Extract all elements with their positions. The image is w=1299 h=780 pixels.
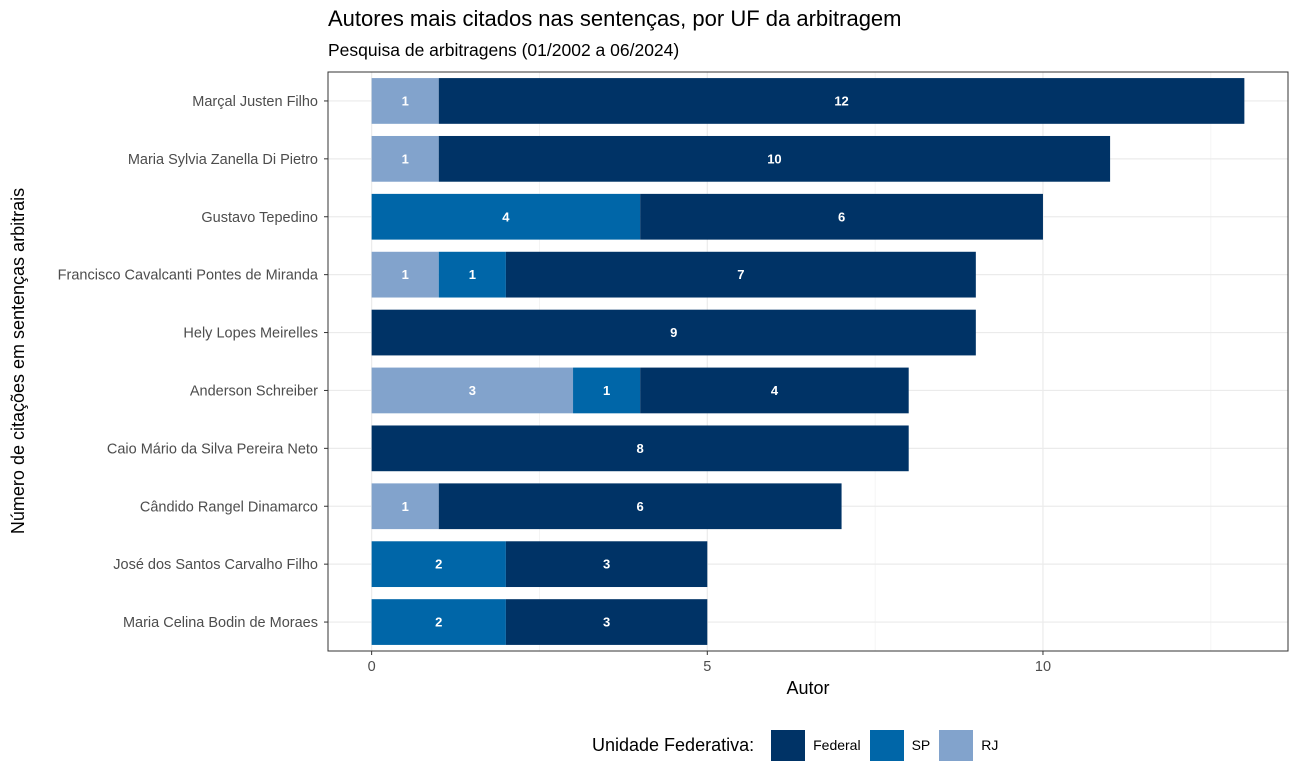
chart-subtitle: Pesquisa de arbitragens (01/2002 a 06/20… — [328, 40, 680, 60]
bar-sp — [573, 367, 641, 414]
x-axis-ticks: 0 5 10 — [368, 651, 1051, 675]
legend-key-rj — [939, 729, 974, 761]
x-tick-label: 5 — [703, 659, 711, 675]
legend-item-rj: RJ — [939, 729, 999, 761]
bar-federal — [640, 367, 909, 414]
bar-sp — [371, 541, 506, 588]
bar-rj — [371, 367, 574, 414]
y-tick-label: Cândido Rangel Dinamarco — [140, 499, 318, 515]
bar-value-label: 4 — [771, 383, 779, 398]
bar-rj — [371, 135, 439, 182]
y-tick-label: Anderson Schreiber — [190, 383, 318, 399]
y-axis-ticks: Marçal Justen Filho Maria Sylvia Zanella … — [58, 94, 328, 631]
x-tick-label: 10 — [1035, 659, 1051, 675]
bar-federal — [640, 193, 1043, 240]
y-tick-label: Marçal Justen Filho — [192, 94, 318, 110]
bar-value-label: 7 — [737, 267, 744, 282]
bar-value-label: 6 — [637, 499, 644, 514]
y-axis-label: Número de citações em sentenças arbitrai… — [8, 188, 28, 534]
bar-rj — [371, 483, 439, 530]
y-tick-label: Caio Mário da Silva Pereira Neto — [107, 441, 318, 457]
legend-label-sp: SP — [911, 737, 931, 753]
bar-federal — [371, 425, 909, 472]
x-tick-label: 0 — [368, 659, 376, 675]
bar-value-label: 1 — [469, 267, 476, 282]
chart-title: Autores mais citados nas sentenças, por … — [328, 6, 902, 31]
bar-labels: 1 12 1 10 4 6 1 1 7 9 3 1 4 8 1 6 2 3 2 3 — [402, 93, 849, 629]
bar-rj — [371, 251, 439, 298]
y-tick-label: Maria Celina Bodin de Moraes — [123, 615, 318, 631]
y-tick-label: Gustavo Tepedino — [201, 210, 318, 226]
y-tick-label: Francisco Cavalcanti Pontes de Miranda — [58, 268, 319, 284]
bar-value-label: 8 — [637, 441, 644, 456]
bar-rj — [371, 78, 439, 124]
legend-label-federal: Federal — [813, 737, 861, 753]
bar-value-label: 2 — [435, 615, 442, 630]
bar-value-label: 3 — [603, 557, 610, 572]
y-tick-label: Maria Sylvia Zanella Di Pietro — [128, 152, 318, 168]
bar-sp — [371, 193, 641, 240]
bar-value-label: 1 — [402, 151, 409, 166]
bar-value-label: 4 — [502, 209, 510, 224]
bar-federal — [505, 541, 708, 588]
bar-sp — [371, 599, 506, 645]
legend-title: Unidade Federativa: — [592, 734, 755, 755]
bar-value-label: 3 — [603, 615, 610, 630]
bar-federal — [438, 483, 842, 530]
bar-value-label: 6 — [838, 209, 845, 224]
bar-federal — [371, 309, 976, 356]
y-tick-label: Hely Lopes Meirelles — [183, 326, 318, 342]
bars — [371, 78, 1245, 645]
bar-value-label: 1 — [603, 383, 610, 398]
bar-value-label: 1 — [402, 93, 409, 108]
legend-label-rj: RJ — [981, 737, 999, 753]
bar-sp — [438, 251, 506, 298]
bar-value-label: 9 — [670, 325, 677, 340]
bar-value-label: 3 — [469, 383, 476, 398]
panel-border — [327, 71, 1289, 652]
x-axis-label: Autor — [786, 678, 829, 698]
bar-federal — [505, 251, 976, 298]
legend-key-federal — [771, 729, 806, 761]
legend-item-federal: Federal — [771, 729, 861, 761]
bar-federal — [505, 599, 708, 645]
bar-value-label: 1 — [402, 499, 409, 514]
bar-value-label: 10 — [767, 151, 781, 166]
bar-federal — [438, 135, 1111, 182]
y-tick-label: José dos Santos Carvalho Filho — [113, 557, 318, 573]
bar-value-label: 1 — [402, 267, 409, 282]
bar-value-label: 2 — [435, 557, 442, 572]
legend-item-sp: SP — [869, 729, 931, 761]
bar-federal — [438, 78, 1245, 124]
legend: Unidade Federativa: Federal SP RJ — [592, 728, 1007, 762]
legend-key-sp — [869, 729, 904, 761]
bar-value-label: 12 — [834, 93, 848, 108]
